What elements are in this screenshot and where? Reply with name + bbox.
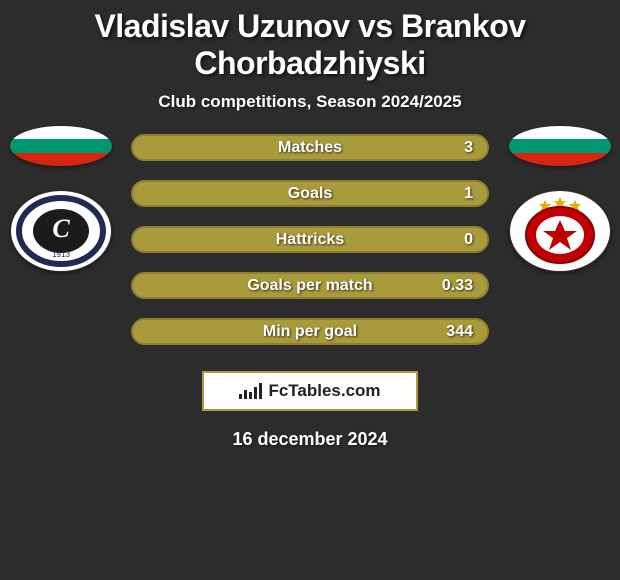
- subtitle: Club competitions, Season 2024/2025: [0, 86, 620, 126]
- flag-stripe: [10, 153, 112, 166]
- date-label: 16 december 2024: [0, 411, 620, 450]
- flag-stripe: [509, 153, 611, 166]
- svg-text:1913: 1913: [52, 250, 70, 259]
- stat-label: Goals: [288, 185, 332, 203]
- stat-row-hattricks: Hattricks 0: [131, 226, 489, 253]
- right-club-logo: [509, 190, 611, 272]
- brand-badge[interactable]: FcTables.com: [202, 371, 418, 411]
- page-title: Vladislav Uzunov vs Brankov Chorbadzhiys…: [0, 0, 620, 86]
- stat-row-goals: Goals 1: [131, 180, 489, 207]
- stats-list: Matches 3 Goals 1 Hattricks 0 Goals per …: [113, 126, 507, 345]
- right-column: [507, 126, 612, 272]
- stat-label: Goals per match: [247, 277, 372, 295]
- flag-stripe: [509, 126, 611, 139]
- stat-value: 1: [464, 185, 473, 203]
- stat-row-matches: Matches 3: [131, 134, 489, 161]
- comparison-card: Vladislav Uzunov vs Brankov Chorbadzhiys…: [0, 0, 620, 450]
- stat-row-min-per-goal: Min per goal 344: [131, 318, 489, 345]
- stat-value: 0: [464, 231, 473, 249]
- left-flag: [10, 126, 112, 166]
- content-row: C 1913 Matches 3 Goals 1 Hattricks 0 Goa…: [0, 126, 620, 345]
- stat-label: Min per goal: [263, 323, 357, 341]
- stat-value: 344: [446, 323, 473, 341]
- stat-value: 3: [464, 139, 473, 157]
- flag-stripe: [10, 126, 112, 139]
- left-club-logo: C 1913: [10, 190, 112, 272]
- left-column: C 1913: [8, 126, 113, 272]
- flag-stripe: [10, 139, 112, 152]
- brand-text: FcTables.com: [268, 381, 380, 401]
- stat-value: 0.33: [442, 277, 473, 295]
- flag-stripe: [509, 139, 611, 152]
- stat-label: Matches: [278, 139, 342, 157]
- slavia-logo-icon: C 1913: [10, 190, 112, 272]
- stat-row-goals-per-match: Goals per match 0.33: [131, 272, 489, 299]
- svg-text:C: C: [52, 214, 70, 243]
- cska-logo-icon: [509, 190, 611, 272]
- chart-bars-icon: [239, 383, 262, 399]
- stat-label: Hattricks: [276, 231, 344, 249]
- right-flag: [509, 126, 611, 166]
